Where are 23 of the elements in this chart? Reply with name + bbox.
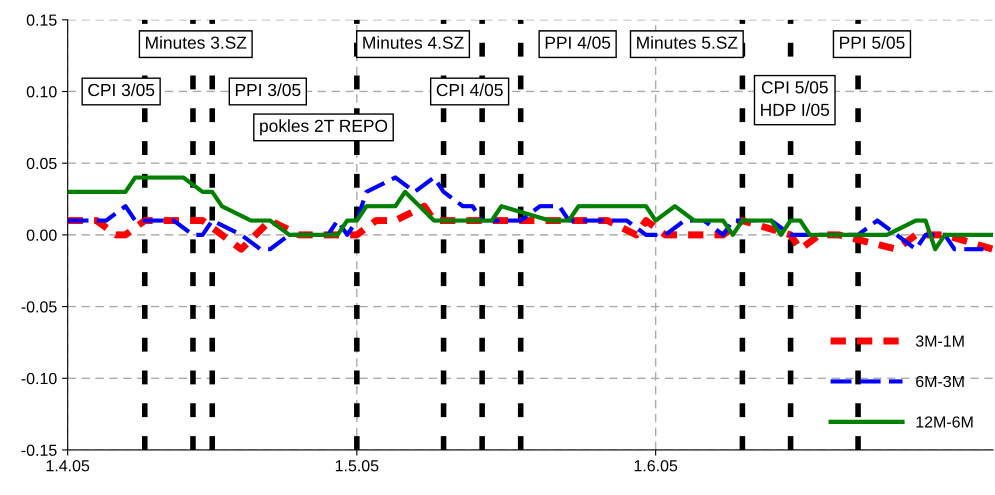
ref-line-label: CPI 5/05 HDP I/05: [761, 80, 830, 116]
y-tick-label: 0.05: [26, 158, 57, 170]
ref-line-label: pokles 2T REPO: [260, 119, 388, 136]
legend-label: 3M-1M: [916, 335, 964, 347]
legend-label: 12M-6M: [916, 416, 973, 428]
y-tick-label: -0.15: [22, 444, 57, 456]
x-tick-label: 1.6.05: [634, 460, 678, 472]
legend-label: 6M-3M: [916, 376, 964, 388]
y-tick-label: -0.10: [22, 372, 57, 384]
ref-line-label: Minutes 4.SZ: [363, 36, 464, 49]
y-tick-label: 0.10: [26, 86, 57, 98]
x-tick-label: 1.5.05: [336, 460, 378, 472]
ref-line-label: CPI 3/05: [88, 83, 154, 96]
x-tick-label: 1.4.05: [46, 460, 90, 472]
ref-line-label: Minutes 5.SZ: [637, 36, 738, 49]
ref-line-label: PPI 5/05: [840, 36, 905, 49]
ref-line-label: PPI 3/05: [236, 83, 300, 96]
y-tick-label: 0.15: [26, 14, 57, 26]
ref-line-label: CPI 4/05: [436, 83, 503, 96]
y-tick-label: 0.00: [26, 230, 57, 241]
y-tick-label: -0.05: [22, 301, 57, 313]
ref-line-label: Minutes 3.SZ: [146, 36, 246, 49]
ref-line-label: PPI 4/05: [546, 36, 610, 49]
